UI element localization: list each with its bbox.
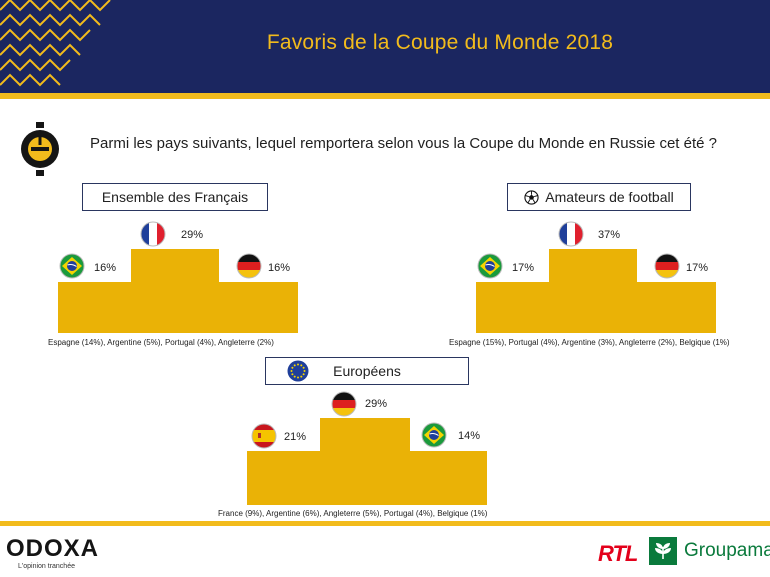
groupama-logo: Groupama xyxy=(684,540,770,561)
brazil-flag-icon xyxy=(477,253,503,279)
podium-first-block xyxy=(131,249,219,333)
brazil-flag-icon xyxy=(421,422,447,448)
podium-second-value: 21% xyxy=(284,431,307,443)
podium-first-block xyxy=(549,249,637,333)
france-flag-icon xyxy=(140,221,166,247)
podium-second-block xyxy=(247,451,321,505)
podium-first-block xyxy=(320,418,410,505)
panel-label-ensemble: Ensemble des Français xyxy=(82,183,268,211)
podium-second-value: 16% xyxy=(94,262,117,274)
question-text: Parmi les pays suivants, lequel remporte… xyxy=(90,135,718,152)
eu-flag-icon xyxy=(287,360,309,382)
header-stripe xyxy=(0,93,770,99)
panel-label-europeens: Européens xyxy=(265,357,469,385)
soccer-ball-icon xyxy=(524,189,539,205)
podium-second-block xyxy=(476,282,550,333)
podium-third-block xyxy=(218,282,298,333)
panel-title: Ensemble des Français xyxy=(101,189,249,205)
germany-flag-icon xyxy=(331,391,357,417)
panel-title: Européens xyxy=(333,363,401,379)
others-text: Espagne (15%), Portugal (4%), Argentine … xyxy=(449,338,730,347)
podium-third-value: 16% xyxy=(268,262,291,274)
odoxa-logo: ODOXA xyxy=(6,535,100,562)
panel-title: Amateurs de football xyxy=(545,189,674,205)
footer-stripe xyxy=(0,521,770,526)
podium-third-value: 14% xyxy=(458,430,481,442)
podium-first-value: 29% xyxy=(365,398,388,410)
odoxa-tagline: L'opinion tranchée xyxy=(18,563,75,570)
germany-flag-icon xyxy=(654,253,680,279)
others-text: France (9%), Argentine (6%), Angleterre … xyxy=(218,509,488,518)
podium-first-value: 29% xyxy=(181,229,204,241)
podium-first-value: 37% xyxy=(598,229,621,241)
spain-flag-icon xyxy=(251,423,277,449)
podium-third-block xyxy=(409,451,487,505)
header-pattern xyxy=(0,0,111,87)
groupama-leaf-icon xyxy=(649,537,677,565)
page-title: Favoris de la Coupe du Monde 2018 xyxy=(266,31,614,54)
panel-label-amateurs: Amateurs de football xyxy=(507,183,691,211)
podium-third-value: 17% xyxy=(686,262,709,274)
rtl-logo: RTL xyxy=(598,541,638,566)
france-flag-icon xyxy=(558,221,584,247)
header-banner: Favoris de la Coupe du Monde 2018 xyxy=(0,0,770,93)
podium-second-block xyxy=(58,282,132,333)
question-icon xyxy=(21,122,59,176)
podium-third-block xyxy=(636,282,716,333)
podium-second-value: 17% xyxy=(512,262,535,274)
germany-flag-icon xyxy=(236,253,262,279)
brazil-flag-icon xyxy=(59,253,85,279)
others-text: Espagne (14%), Argentine (5%), Portugal … xyxy=(48,338,274,347)
